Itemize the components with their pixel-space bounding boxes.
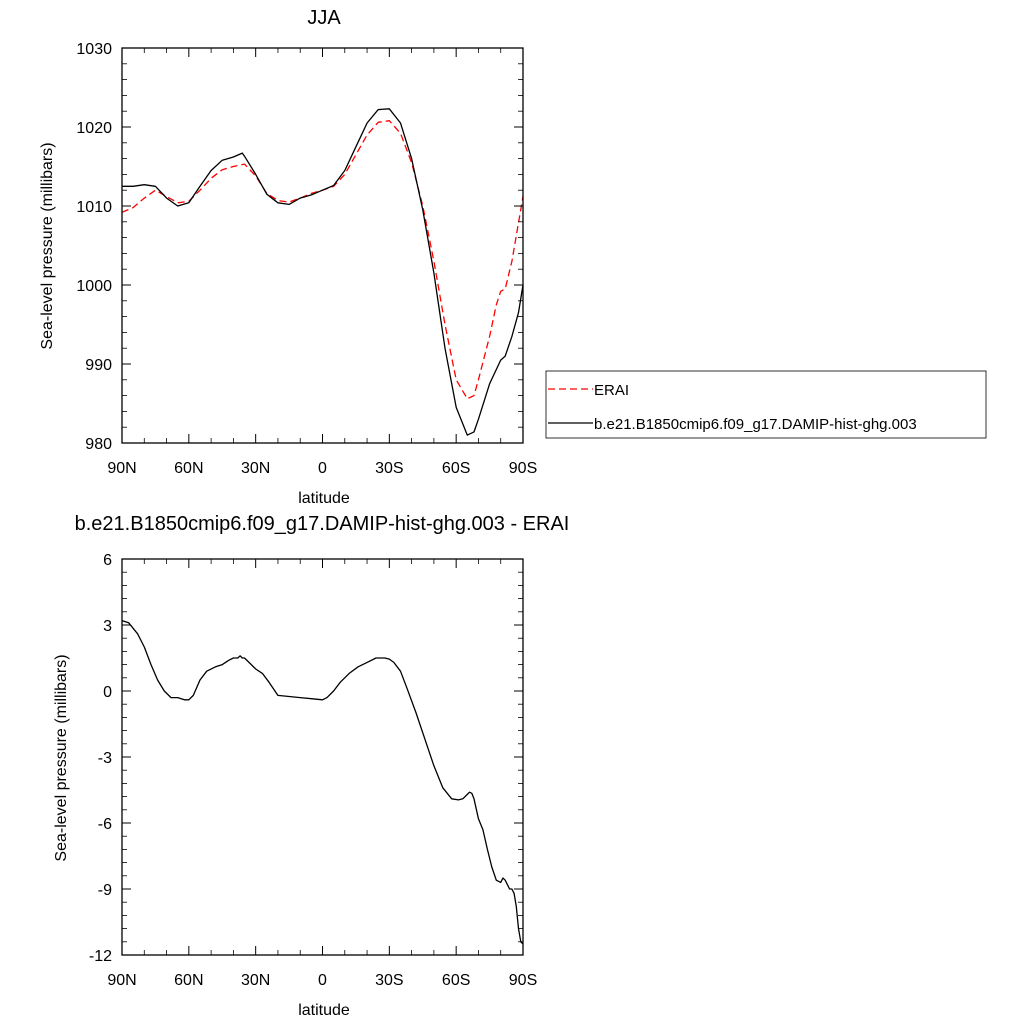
bottom-chart-frame — [121, 558, 524, 956]
bottom-chart-ytick-label: 6 — [103, 552, 112, 569]
top-chart-xtick-label: 30N — [241, 460, 270, 477]
bottom-chart: b.e21.B1850cmip6.f09_g17.DAMIP-hist-ghg.… — [53, 513, 569, 1019]
top-chart-ytick-label: 980 — [85, 436, 112, 453]
bottom-chart-ytick-label: -3 — [98, 750, 112, 767]
bottom-chart-xtick-label: 90S — [509, 972, 537, 989]
top-chart-xtick-label: 90S — [509, 460, 537, 477]
bottom-chart-xtick-label: 30N — [241, 972, 270, 989]
top-chart-xtick-label: 60N — [174, 460, 203, 477]
top-chart-ytick-label: 990 — [85, 357, 112, 374]
top-chart-xlabel: latitude — [298, 490, 350, 507]
top-chart-xtick-label: 30S — [375, 460, 403, 477]
bottom-chart-xlabel: latitude — [298, 1002, 350, 1019]
top-chart-frame — [121, 47, 524, 444]
top-chart-ytick-label: 1020 — [76, 120, 112, 137]
top-chart-series-line-1 — [122, 108, 524, 436]
legend-erai-label: ERAI — [594, 382, 629, 399]
bottom-chart-ytick-label: -9 — [98, 882, 112, 899]
bottom-chart-series-line-0 — [121, 619, 524, 945]
legend-model-label: b.e21.B1850cmip6.f09_g17.DAMIP-hist-ghg.… — [594, 416, 917, 433]
bottom-chart-xtick-label: 0 — [318, 972, 327, 989]
bottom-chart-xtick-label: 90N — [107, 972, 136, 989]
top-chart-xtick-label: 0 — [318, 460, 327, 477]
bottom-chart-ticks: 90N 60N 30N 0 30S 60S 90S 6 3 0 -3 -6 -9 -12 — [89, 552, 537, 989]
bottom-chart-title: b.e21.B1850cmip6.f09_g17.DAMIP-hist-ghg.… — [75, 513, 570, 535]
top-chart: JJA 90N 60N 30N 0 30S 60S 90S10301020101010009… — [39, 7, 537, 507]
bottom-chart-xtick-label: 60N — [174, 972, 203, 989]
top-chart-series — [121, 108, 524, 436]
legend-box — [545, 370, 987, 439]
bottom-chart-xtick-label: 30S — [375, 972, 403, 989]
top-chart-xtick-label: 60S — [442, 460, 470, 477]
bottom-chart-ytick-label: 3 — [103, 618, 112, 635]
top-chart-xtick-label: 90N — [107, 460, 136, 477]
top-chart-ytick-label: 1030 — [76, 41, 112, 58]
bottom-chart-ytick-label: -12 — [89, 948, 112, 965]
top-chart-series-line-0 — [121, 120, 524, 400]
top-chart-ylabel: Sea-level pressure (millibars) — [39, 142, 56, 349]
bottom-chart-ytick-label: 0 — [103, 684, 112, 701]
bottom-chart-series — [121, 619, 524, 945]
legend: ERAI b.e21.B1850cmip6.f09_g17.DAMIP-hist… — [545, 370, 987, 439]
bottom-chart-ylabel: Sea-level pressure (millibars) — [53, 654, 70, 861]
top-chart-ticks: 90N 60N 30N 0 30S 60S 90S 1030 1020 1010 1000 990 98… — [76, 41, 537, 477]
top-chart-ytick-label: 1000 — [76, 278, 112, 295]
top-chart-title: JJA — [307, 7, 341, 29]
bottom-chart-ytick-label: -6 — [98, 816, 112, 833]
bottom-chart-xtick-label: 60S — [442, 972, 470, 989]
top-chart-ytick-label: 1010 — [76, 199, 112, 216]
